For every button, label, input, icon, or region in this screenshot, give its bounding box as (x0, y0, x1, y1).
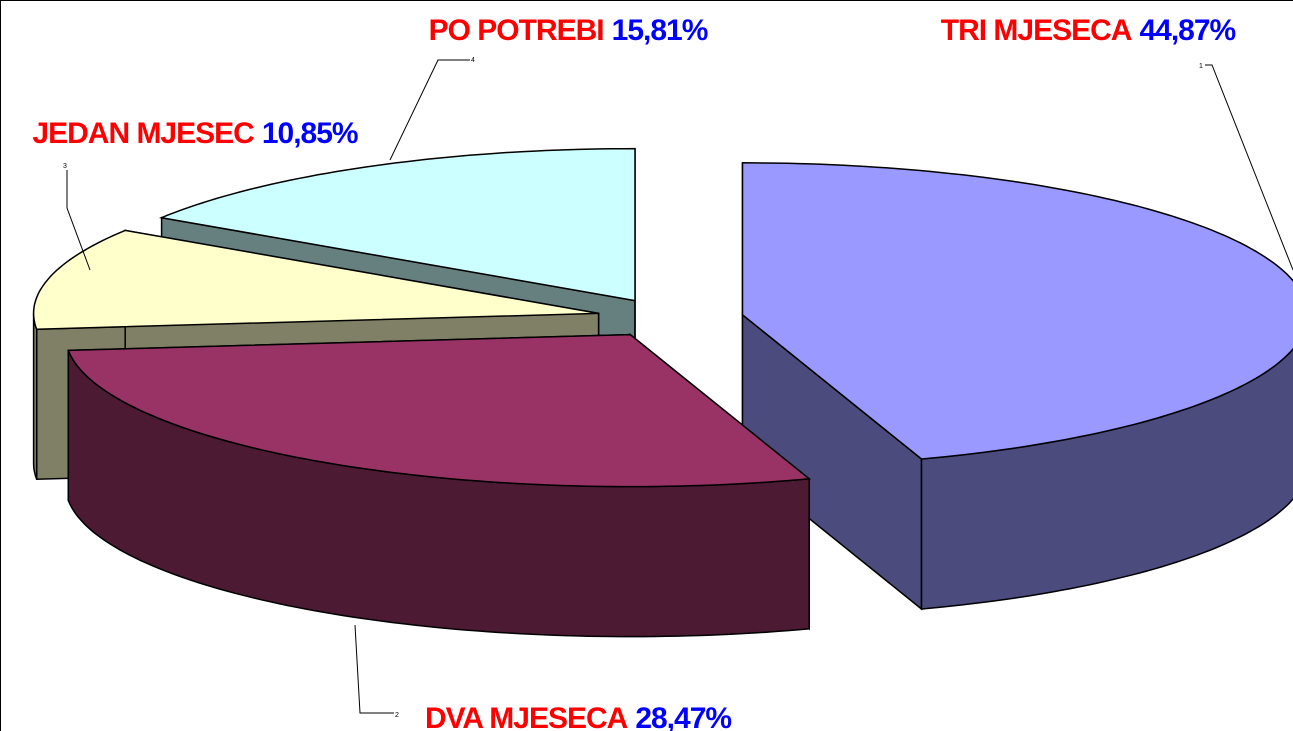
point-number: 3 (63, 163, 67, 170)
data-label-category: PO POTREBI (429, 14, 604, 47)
leader-line (1205, 64, 1293, 271)
data-label-value: 44,87% (1139, 14, 1235, 47)
data-label-category: TRI MJESECA (941, 14, 1132, 47)
data-label: TRI MJESECA 44,87% (941, 14, 1236, 47)
point-number: 1 (1199, 63, 1203, 70)
data-label-value: 28,47% (635, 702, 731, 731)
data-label-category: JEDAN MJESEC (32, 117, 254, 150)
slice-top (158, 147, 636, 302)
slice-top (32, 229, 599, 330)
data-label-value: 10,85% (262, 117, 358, 150)
slice-outer-side (32, 313, 38, 480)
leader-line (66, 170, 91, 271)
slice (67, 333, 812, 638)
slice (741, 162, 1293, 611)
data-label-category: DVA MJESECA (425, 702, 628, 731)
leader-line (354, 624, 394, 714)
data-label: DVA MJESECA 28,47% (425, 702, 731, 731)
point-number: 4 (471, 57, 475, 64)
data-label-value: 15,81% (612, 14, 708, 47)
leader-line (389, 59, 470, 161)
data-label: JEDAN MJESEC 10,85% (32, 117, 357, 150)
point-number: 2 (395, 712, 399, 719)
data-label: PO POTREBI 15,81% (429, 14, 708, 47)
slice-top (741, 162, 1293, 460)
slice-top (67, 333, 812, 488)
